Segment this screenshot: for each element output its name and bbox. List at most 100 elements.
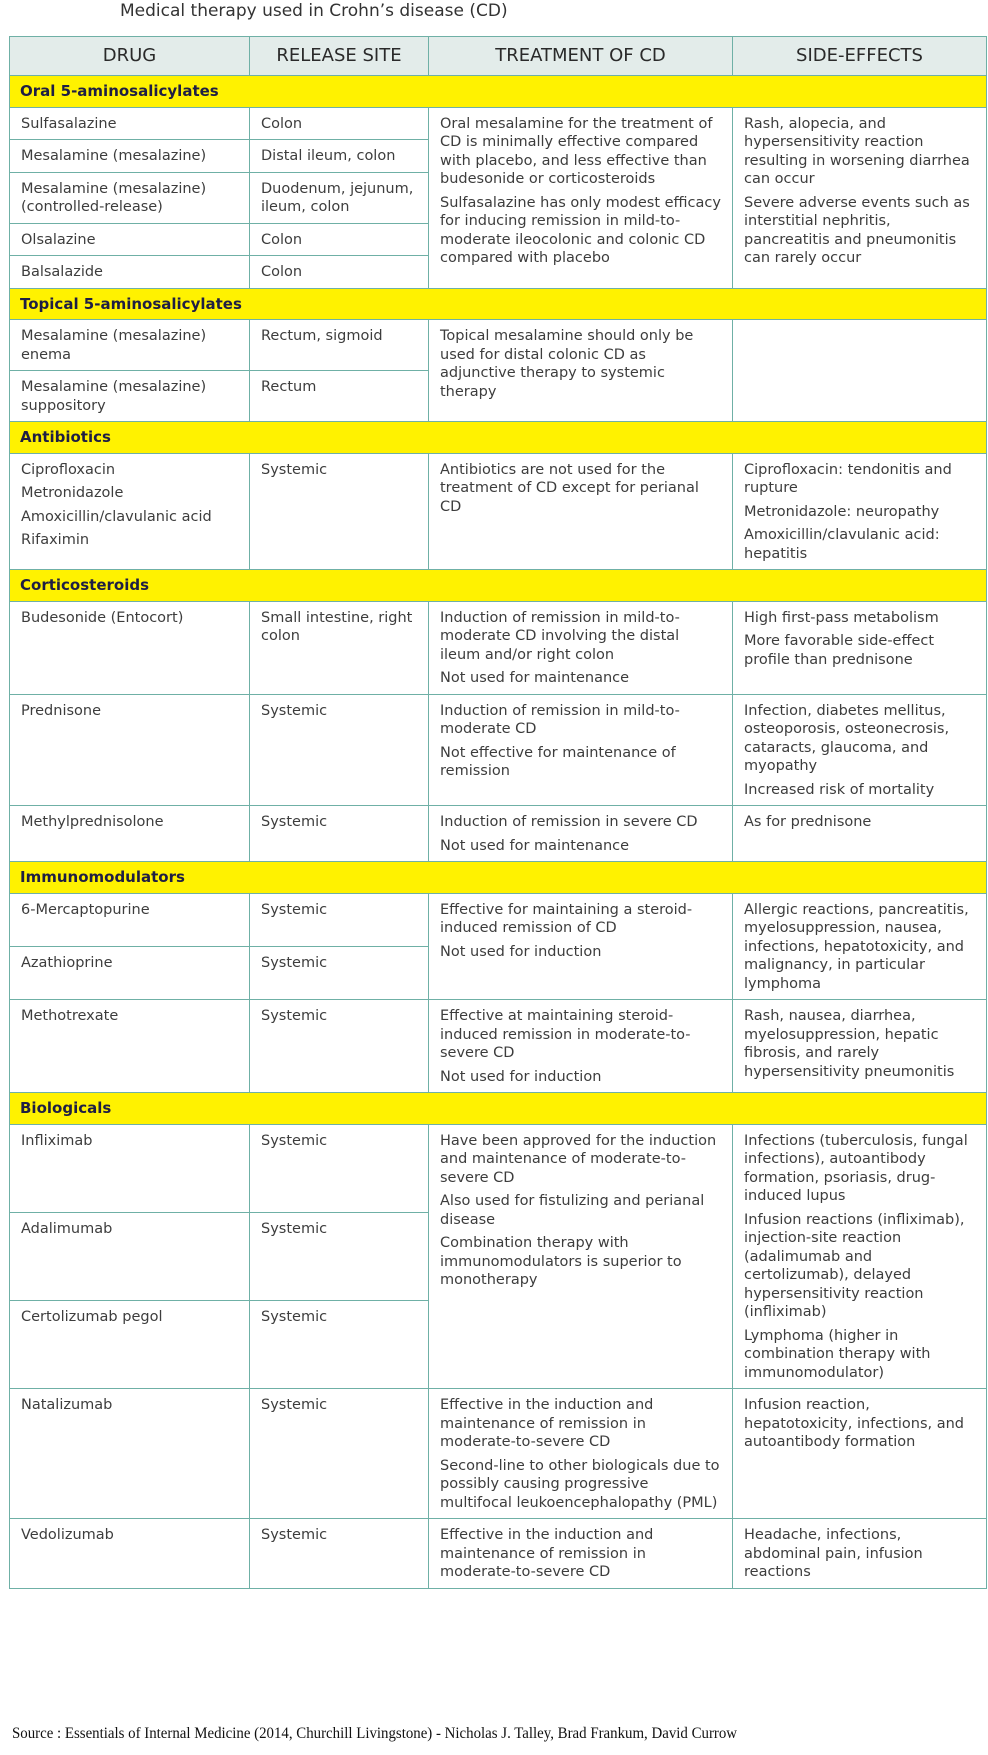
drug-cell: Natalizumab [9, 1388, 250, 1519]
release-site-cell: Systemic [249, 452, 429, 570]
table-row: Sulfasalazine Colon Oral mesalamine for th… [9, 106, 987, 289]
drug-name: Vedolizumab [21, 1527, 114, 1543]
side-effect-text: Infections (tuberculosis, fungal infecti… [744, 1132, 968, 1205]
side-effect-text: More favorable side-effect profile than … [744, 633, 935, 668]
release-site-cell: Colon [249, 255, 429, 289]
table-row: Prednisone Systemic Induction of remission… [9, 693, 987, 806]
table-row: 6-Mercaptopurine Systemic Effective for ma… [9, 892, 987, 1000]
treatment-text: Effective in the induction and maintenan… [440, 1527, 654, 1580]
treatment-text: Antibiotics are not used for the treatme… [440, 461, 699, 515]
table-row: Olsalazine Colon [9, 222, 987, 256]
side-effect-text: Ciprofloxacin: tendonitis and rupture [744, 461, 952, 497]
section-heading: Antibiotics [9, 421, 987, 454]
section-heading: Topical 5-aminosalicylates [9, 287, 987, 320]
drug-cell: Budesonide (Entocort) [9, 600, 250, 695]
treatment-cell: Effective for maintaining a steroid-indu… [428, 892, 733, 1000]
drug-cell: 6-Mercaptopurine [9, 892, 250, 947]
treatment-text: Effective in the induction and maintenan… [440, 1397, 654, 1450]
drug-name: Balsalazide [21, 264, 103, 280]
side-effect-text: Severe adverse events such as interstiti… [744, 194, 970, 267]
drug-name: Metronidazole [21, 485, 124, 501]
release-site-cell: Systemic [249, 1123, 429, 1213]
section-row: Immunomodulators [9, 861, 987, 894]
side-effects-cell: Rash, nausea, diarrhea, myelosuppression… [732, 999, 987, 1093]
drug-name: 6-Mercaptopurine [21, 901, 150, 918]
drug-name: Natalizumab [21, 1397, 113, 1413]
side-effects-cell: Headache, infections, abdominal pain, in… [732, 1518, 987, 1589]
drug-cell: Methylprednisolone [9, 805, 250, 862]
table-row: Infliximab Systemic Have been approved for… [9, 1123, 987, 1389]
drug-cell: Mesalamine (mesalazine) (controlled-rele… [9, 171, 250, 224]
drug-name: Mesalamine (mesalazine) suppository [21, 379, 207, 414]
treatment-text: Sulfasalazine has only modest efficacy f… [440, 194, 721, 267]
release-site-cell: Rectum, sigmoid [249, 319, 429, 371]
drug-cell: Olsalazine [9, 222, 250, 256]
release-site-cell: Systemic [249, 892, 429, 947]
header-drug: DRUG [9, 36, 250, 76]
treatment-cell: Topical mesalamine should only be used f… [428, 319, 733, 422]
release-site-cell: Systemic [249, 1299, 429, 1390]
side-effect-text: As for prednisone [744, 814, 872, 830]
drug-name: Methylprednisolone [21, 814, 164, 830]
side-effect-text: Allergic reactions, pancreatitis, myelos… [744, 901, 969, 992]
side-effect-text: Increased risk of mortality [744, 781, 935, 798]
treatment-cell: Have been approved for the induction and… [428, 1123, 733, 1389]
treatment-text: Oral mesalamine for the treatment of CD … [440, 115, 713, 188]
drug-cell: Mesalamine (mesalazine) [9, 139, 250, 173]
treatment-cell: Oral mesalamine for the treatment of CD … [428, 106, 733, 289]
treatment-text: Induction of remission in mild-to-modera… [440, 702, 680, 738]
treatment-cell: Effective at maintaining steroid-induced… [428, 999, 733, 1093]
treatment-text: Not used for maintenance [440, 670, 630, 686]
drug-name: Mesalamine (mesalazine) [21, 148, 207, 164]
treatment-cell: Induction of remission in mild-to-modera… [428, 600, 733, 695]
drug-name: Infliximab [21, 1132, 93, 1149]
table-row: Mesalamine (mesalazine) Distal ileum, col… [9, 139, 987, 173]
section-heading: Immunomodulators [9, 861, 987, 894]
table-row: Natalizumab Systemic Effective in the indu… [9, 1388, 987, 1519]
side-effect-text: Infusion reaction, hepatotoxicity, infec… [744, 1397, 965, 1450]
side-effects-cell: High first-pass metabolism More favorable… [732, 600, 987, 695]
side-effect-text: Amoxicillin/clavulanic acid: hepatitis [744, 527, 940, 562]
treatment-cell: Induction of remission in severe CD Not u… [428, 805, 733, 862]
table-row: Mesalamine (mesalazine) suppository Rectu… [9, 370, 987, 422]
section-heading: Biologicals [9, 1092, 987, 1125]
table-row: Budesonide (Entocort) Small intestine, ri… [9, 600, 987, 695]
release-site-cell: Systemic [249, 805, 429, 862]
drug-cell: Mesalamine (mesalazine) enema [9, 319, 250, 371]
side-effects-cell: Ciprofloxacin: tendonitis and rupture Met… [732, 452, 987, 570]
side-effects-cell: As for prednisone [732, 805, 987, 862]
drug-cell: Adalimumab [9, 1211, 250, 1301]
release-site-cell: Colon [249, 222, 429, 256]
section-heading: Corticosteroids [9, 569, 987, 602]
release-site-cell: Rectum [249, 370, 429, 422]
treatment-text: Induction of remission in severe CD [440, 814, 698, 830]
side-effect-text: Metronidazole: neuropathy [744, 503, 940, 520]
side-effects-cell: Allergic reactions, pancreatitis, myelos… [732, 892, 987, 1000]
release-site-cell: Distal ileum, colon [249, 139, 429, 173]
drug-name: Mesalamine (mesalazine) enema [21, 328, 207, 363]
treatment-text: Combination therapy with immunomodulator… [440, 1235, 682, 1288]
table-row: Vedolizumab Systemic Effective in the indu… [9, 1518, 987, 1589]
drug-name: Methotrexate [21, 1008, 119, 1024]
drug-name: Budesonide (Entocort) [21, 609, 184, 626]
drug-name: Adalimumab [21, 1220, 113, 1237]
drug-cell: Sulfasalazine [9, 106, 250, 140]
table-row: Balsalazide Colon [9, 255, 987, 289]
side-effect-text: Infusion reactions (infliximab), injecti… [744, 1211, 965, 1321]
table-row: Methotrexate Systemic Effective at maintai… [9, 999, 987, 1093]
side-effects-cell [732, 319, 987, 422]
table-row: Certolizumab pegol Systemic [9, 1299, 987, 1390]
section-row: Topical 5-aminosalicylates [9, 287, 987, 320]
side-effect-text: High first-pass metabolism [744, 609, 939, 626]
release-site-cell: Colon [249, 106, 429, 140]
header-treatment: TREATMENT OF CD [428, 36, 733, 76]
drug-name: Mesalamine (mesalazine) (controlled-rele… [21, 180, 207, 216]
side-effect-text: Infection, diabetes mellitus, osteoporos… [744, 702, 950, 775]
treatment-text: Not used for induction [440, 943, 602, 960]
section-heading: Oral 5-aminosalicylates [9, 75, 987, 108]
table-row: Ciprofloxacin Metronidazole Amoxicillin/cl… [9, 452, 987, 570]
release-site-cell: Duodenum, jejunum, ileum, colon [249, 171, 429, 224]
treatment-text: Also used for fistulizing and perianal d… [440, 1193, 705, 1228]
treatment-cell: Induction of remission in mild-to-modera… [428, 693, 733, 806]
drug-name: Certolizumab pegol [21, 1308, 163, 1325]
